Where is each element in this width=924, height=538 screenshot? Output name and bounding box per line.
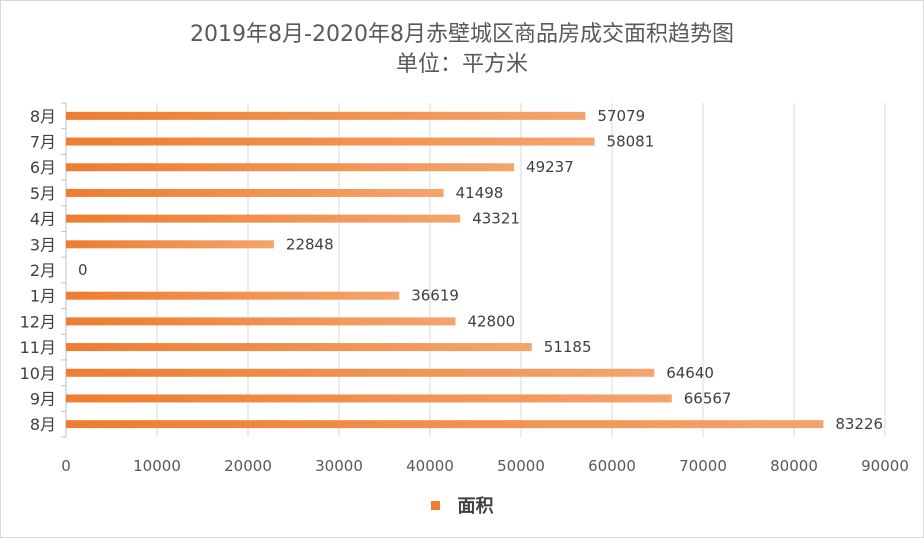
y-tick-label: 9月: [30, 389, 56, 408]
data-label: 57079: [597, 107, 645, 125]
y-tick-label: 5月: [30, 184, 56, 203]
data-label: 0: [78, 261, 88, 279]
x-tick-label: 10000: [133, 457, 181, 475]
y-tick-label: 7月: [30, 133, 56, 152]
x-tick-label: 30000: [315, 457, 363, 475]
bar: [66, 291, 400, 300]
legend-label: 面积: [457, 496, 494, 517]
x-tick-label: 40000: [406, 457, 454, 475]
bar: [66, 394, 672, 403]
data-label: 43321: [472, 210, 520, 228]
bar: [66, 420, 824, 429]
data-label: 51185: [544, 338, 592, 356]
x-tick-label: 0: [61, 457, 71, 475]
y-tick-label: 6月: [30, 158, 56, 177]
data-label: 64640: [666, 364, 714, 382]
data-label: 22848: [286, 235, 334, 253]
y-tick-label: 1月: [30, 287, 56, 306]
bar: [66, 343, 532, 352]
x-tick-label: 20000: [224, 457, 272, 475]
y-tick-label: 2月: [30, 261, 56, 280]
x-tick-label: 80000: [770, 457, 818, 475]
bar: [66, 240, 274, 249]
bar: [66, 188, 444, 197]
bar: [66, 137, 595, 146]
data-label: 41498: [456, 184, 504, 202]
chart-subtitle: 单位：平方米: [395, 52, 528, 77]
legend-swatch: [430, 500, 440, 510]
bar: [66, 317, 456, 326]
x-tick-label: 70000: [679, 457, 727, 475]
bar: [66, 163, 515, 172]
y-tick-label: 8月: [30, 415, 56, 434]
x-tick-label: 60000: [588, 457, 636, 475]
y-tick-label: 8月: [30, 107, 56, 126]
x-tick-label: 90000: [861, 457, 909, 475]
legend: 面积: [0, 492, 924, 518]
y-tick-label: 12月: [20, 312, 56, 331]
y-tick-label: 4月: [30, 210, 56, 229]
chart-title: 2019年8月-2020年8月赤壁城区商品房成交面积趋势图: [190, 22, 734, 47]
data-label: 49237: [526, 158, 574, 176]
data-label: 42800: [467, 312, 515, 330]
data-label: 66567: [684, 389, 732, 407]
y-tick-label: 3月: [30, 235, 56, 254]
y-tick-label: 10月: [20, 364, 56, 383]
data-label: 58081: [607, 133, 655, 151]
bar: [66, 111, 586, 120]
bar: [66, 368, 655, 377]
y-tick-label: 11月: [20, 338, 56, 357]
x-tick-label: 50000: [497, 457, 545, 475]
data-label: 83226: [835, 415, 883, 433]
data-label: 36619: [411, 287, 459, 305]
bar: [66, 214, 461, 223]
